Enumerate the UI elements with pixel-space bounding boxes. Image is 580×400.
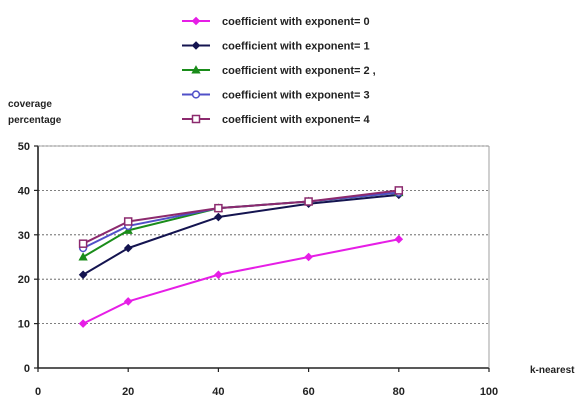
legend-marker-3 [191, 90, 201, 99]
series-4-line [82, 189, 399, 245]
series-0-point-3 [304, 252, 313, 262]
legend: coefficient with exponent= 0 coefficient … [182, 16, 376, 126]
legend-label-4: coefficient with exponent= 4 [222, 114, 370, 126]
y-tick-label-50: 50 [18, 141, 30, 153]
series-4-point-0 [78, 239, 88, 248]
x-tick-label-0: 0 [35, 386, 41, 398]
series-4 [78, 186, 404, 248]
series-0-point-2 [214, 270, 223, 280]
series-1-point-1 [123, 243, 133, 253]
y-tick-label-10: 10 [18, 319, 30, 331]
legend-item-2: coefficient with exponent= 2 , [182, 65, 376, 77]
x-tick-label-60: 60 [302, 386, 314, 398]
series-0-point-1 [123, 297, 133, 306]
x-tick-label-40: 40 [212, 386, 224, 398]
series-4-point-3 [304, 197, 313, 206]
series-1-point-0 [78, 270, 88, 280]
gridlines [38, 145, 489, 325]
series-2-point-0 [78, 252, 88, 261]
legend-item-3: coefficient with exponent= 3 [182, 90, 370, 102]
legend-marker-0 [191, 16, 201, 26]
legend-label-0: coefficient with exponent= 0 [222, 16, 370, 28]
y-axis-label-line-2: percentage [8, 115, 62, 126]
x-tick-label-100: 100 [480, 386, 498, 398]
series-0-line [82, 238, 399, 325]
series-group [78, 186, 404, 328]
legend-marker-4 [191, 114, 201, 124]
series-4-point-1 [123, 217, 133, 226]
series-1-point-2 [214, 212, 223, 222]
x-tick-label-20: 20 [122, 386, 134, 398]
legend-item-0: coefficient with exponent= 0 [182, 16, 370, 28]
legend-item-4: coefficient with exponent= 4 [182, 114, 370, 126]
series-0 [78, 234, 404, 328]
tick-labels: 0 10 20 30 40 50 0 20 40 60 80 100 [18, 141, 498, 398]
series-0-point-4 [394, 234, 404, 244]
legend-marker-1 [191, 41, 201, 50]
legend-marker-2 [191, 65, 201, 74]
y-tick-label-40: 40 [18, 185, 30, 197]
series-0-point-0 [78, 319, 88, 328]
series-4-point-4 [394, 186, 404, 195]
legend-label-3: coefficient with exponent= 3 [222, 90, 370, 102]
x-tick-label-80: 80 [393, 386, 405, 398]
y-tick-label-20: 20 [18, 274, 30, 286]
legend-label-2: coefficient with exponent= 2 , [222, 65, 376, 77]
y-axis-label: coverage percentage [8, 99, 62, 126]
y-tick-label-30: 30 [18, 230, 30, 242]
y-axis-label-line-1: coverage [8, 99, 52, 110]
axes [34, 145, 490, 372]
legend-item-1: coefficient with exponent= 1 [182, 41, 370, 53]
y-tick-label-0: 0 [24, 363, 30, 375]
legend-label-1: coefficient with exponent= 1 [222, 41, 370, 53]
series-4-point-2 [214, 203, 223, 213]
x-axis-label: k-nearest [530, 365, 575, 376]
